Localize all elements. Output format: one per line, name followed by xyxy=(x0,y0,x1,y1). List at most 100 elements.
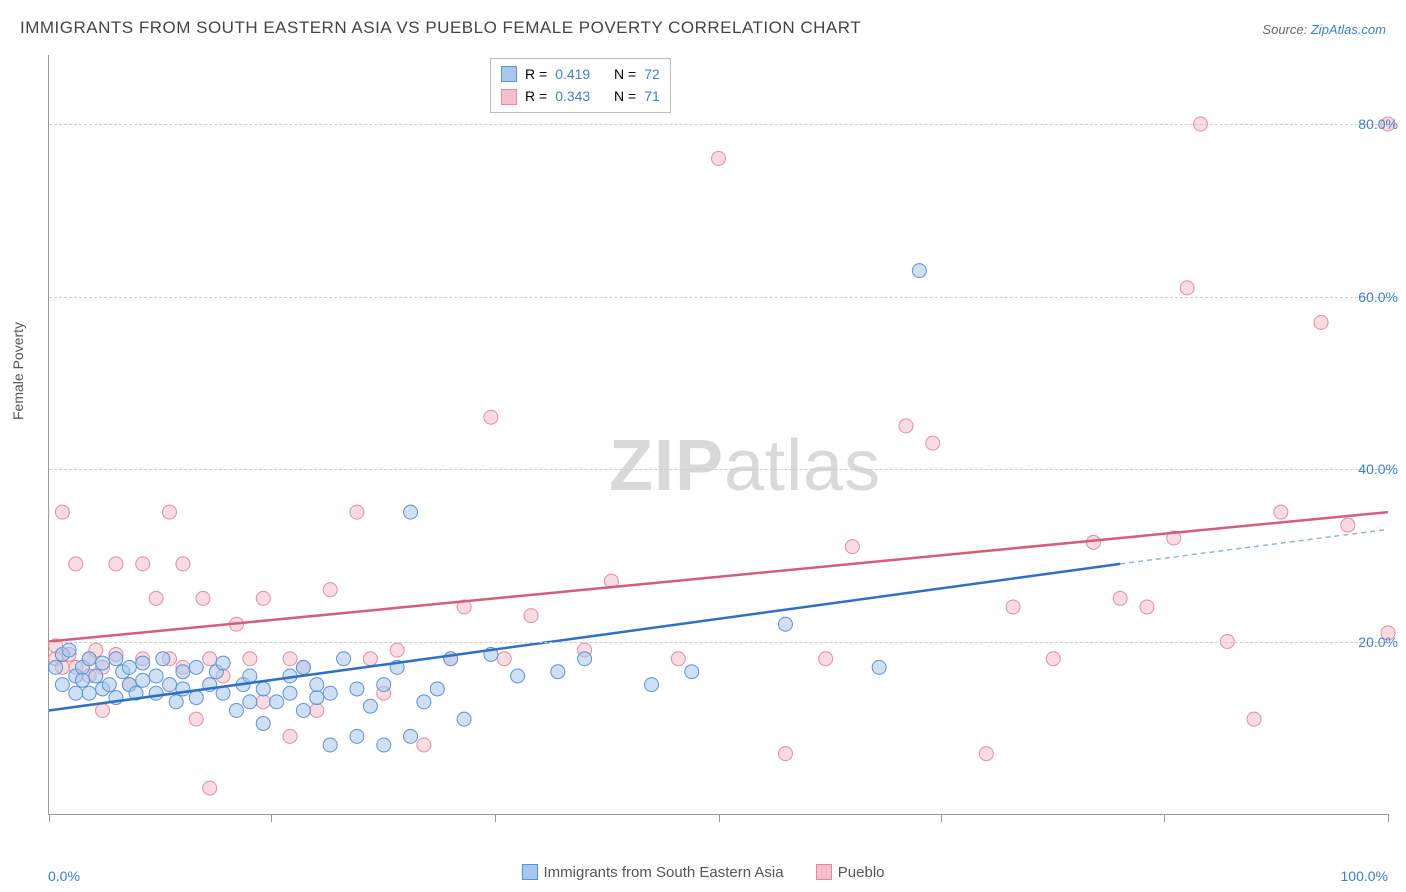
scatter-point xyxy=(1046,652,1060,666)
legend-item: Pueblo xyxy=(816,864,885,881)
scatter-point xyxy=(404,729,418,743)
scatter-point xyxy=(189,660,203,674)
legend-label: Immigrants from South Eastern Asia xyxy=(544,864,784,881)
scatter-point xyxy=(323,686,337,700)
x-tick xyxy=(1164,814,1165,822)
trend-line xyxy=(49,512,1388,641)
scatter-point xyxy=(109,557,123,571)
scatter-point xyxy=(216,656,230,670)
scatter-point xyxy=(296,704,310,718)
x-tick xyxy=(1388,814,1389,822)
scatter-point xyxy=(337,652,351,666)
legend-swatch-icon xyxy=(501,89,517,105)
scatter-point xyxy=(390,643,404,657)
scatter-point xyxy=(899,419,913,433)
gridline xyxy=(49,642,1388,643)
n-value: 72 xyxy=(644,63,660,85)
scatter-point xyxy=(169,695,183,709)
scatter-point xyxy=(163,678,177,692)
scatter-point xyxy=(75,673,89,687)
scatter-point xyxy=(310,704,324,718)
scatter-point xyxy=(712,152,726,166)
scatter-point xyxy=(89,669,103,683)
scatter-point xyxy=(96,704,110,718)
scatter-point xyxy=(243,669,257,683)
scatter-point xyxy=(404,505,418,519)
scatter-point xyxy=(136,557,150,571)
gridline xyxy=(49,297,1388,298)
scatter-point xyxy=(979,747,993,761)
gridline xyxy=(49,469,1388,470)
scatter-point xyxy=(417,738,431,752)
scatter-point xyxy=(363,652,377,666)
scatter-point xyxy=(243,695,257,709)
scatter-point xyxy=(671,652,685,666)
scatter-point xyxy=(196,591,210,605)
scatter-point xyxy=(1140,600,1154,614)
x-tick xyxy=(495,814,496,822)
scatter-point xyxy=(270,695,284,709)
legend-swatch-icon xyxy=(816,864,832,880)
y-tick-label: 40.0% xyxy=(1358,461,1398,477)
scatter-point xyxy=(62,643,76,657)
y-tick-label: 80.0% xyxy=(1358,116,1398,132)
source-link[interactable]: ZipAtlas.com xyxy=(1311,22,1386,37)
scatter-point xyxy=(323,738,337,752)
scatter-point xyxy=(203,781,217,795)
scatter-point xyxy=(69,557,83,571)
y-axis-label: Female Poverty xyxy=(10,322,26,420)
scatter-point xyxy=(49,660,63,674)
r-value: 0.343 xyxy=(555,85,590,107)
scatter-point xyxy=(1180,281,1194,295)
legend-stats-row: R = 0.343 N = 71 xyxy=(501,85,660,107)
r-label: R = xyxy=(525,85,547,107)
scatter-point xyxy=(377,738,391,752)
scatter-point xyxy=(55,678,69,692)
scatter-point xyxy=(845,540,859,554)
chart-title: IMMIGRANTS FROM SOUTH EASTERN ASIA VS PU… xyxy=(20,18,861,38)
scatter-point xyxy=(82,686,96,700)
scatter-point xyxy=(283,729,297,743)
scatter-point xyxy=(377,678,391,692)
scatter-point xyxy=(578,652,592,666)
legend-label: Pueblo xyxy=(838,864,885,881)
n-label: N = xyxy=(614,63,636,85)
scatter-point xyxy=(283,686,297,700)
scatter-point xyxy=(350,505,364,519)
legend-swatch-icon xyxy=(501,66,517,82)
trend-line xyxy=(49,564,1120,711)
scatter-point xyxy=(417,695,431,709)
scatter-point xyxy=(685,665,699,679)
y-tick-label: 60.0% xyxy=(1358,289,1398,305)
scatter-point xyxy=(156,652,170,666)
scatter-point xyxy=(819,652,833,666)
scatter-point xyxy=(163,505,177,519)
scatter-point xyxy=(256,716,270,730)
scatter-point xyxy=(524,609,538,623)
legend-item: Immigrants from South Eastern Asia xyxy=(522,864,784,881)
scatter-point xyxy=(256,591,270,605)
scatter-point xyxy=(778,747,792,761)
scatter-point xyxy=(310,691,324,705)
scatter-point xyxy=(109,652,123,666)
gridline xyxy=(49,124,1388,125)
n-label: N = xyxy=(614,85,636,107)
y-tick-label: 20.0% xyxy=(1358,634,1398,650)
scatter-point xyxy=(778,617,792,631)
source-label: Source: xyxy=(1262,22,1307,37)
bottom-legend: Immigrants from South Eastern Asia Puebl… xyxy=(0,864,1406,885)
scatter-point xyxy=(551,665,565,679)
scatter-point xyxy=(310,678,324,692)
scatter-point xyxy=(872,660,886,674)
x-tick xyxy=(941,814,942,822)
scatter-point xyxy=(69,686,83,700)
x-tick xyxy=(719,814,720,822)
scatter-point xyxy=(363,699,377,713)
scatter-point xyxy=(96,656,110,670)
scatter-point xyxy=(645,678,659,692)
scatter-point xyxy=(149,686,163,700)
scatter-point xyxy=(102,678,116,692)
x-tick-label-max: 100.0% xyxy=(1341,868,1388,884)
scatter-point xyxy=(457,712,471,726)
scatter-point xyxy=(149,591,163,605)
